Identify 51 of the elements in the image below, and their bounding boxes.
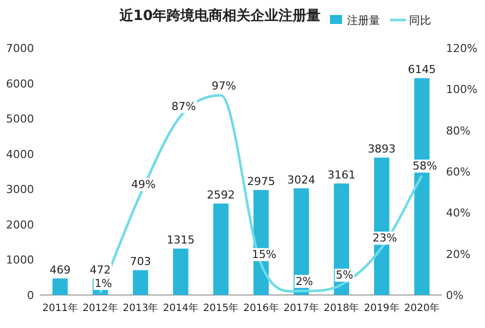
data-label: 5% [336,268,354,282]
bar [173,248,188,295]
x-tick-label: 2016年 [243,302,279,314]
y-tick-label: 1000 [6,254,34,267]
y-tick-label: 6000 [6,77,34,90]
data-label: 58% [412,160,438,173]
data-label: 23% [372,232,397,245]
y-tick-label: 4000 [6,148,34,161]
data-label: 469 [50,263,71,276]
bar [52,278,68,295]
legend-label: 注册量 [347,14,380,27]
y2-tick-label: 60% [446,166,470,178]
x-tick-label: 2020年 [404,302,440,314]
y2-tick-label: 0% [446,289,464,302]
y-tick-label: 0 [27,289,34,302]
x-tick-label: 2019年 [364,302,400,314]
data-label: 3893 [368,142,396,156]
chart-title: 近10年跨境电商相关企业注册量 [118,7,321,24]
data-label: 3024 [287,173,316,186]
x-tick-label: 2012年 [82,302,118,314]
y2-tick-label: 80% [446,124,470,138]
y2-tick-label: 100% [446,83,478,96]
data-label: 1% [94,276,112,290]
bar [132,270,148,295]
legend-label: 同比 [409,14,431,27]
data-label: 2975 [247,175,276,188]
data-label: 97% [212,79,236,92]
y-tick-label: 2000 [6,218,34,232]
data-label: 703 [130,255,151,268]
data-label: 15% [252,248,276,262]
y-tick-label: 3000 [6,183,34,196]
x-tick-label: 2014年 [162,302,198,314]
data-label: 3161 [328,168,356,182]
y-tick-label: 5000 [6,112,34,126]
x-tick-label: 2018年 [324,302,360,314]
x-tick-label: 2015年 [203,302,239,314]
y2-tick-label: 120% [446,42,478,55]
data-label: 1315 [166,234,195,247]
bar [213,204,229,295]
x-tick-label: 2011年 [42,302,78,314]
x-tick-label: 2017年 [284,302,320,314]
data-label: 2592 [206,188,235,202]
y-tick-label: 7000 [6,42,34,55]
y2-tick-label: 40% [446,206,470,220]
data-label: 87% [171,100,196,113]
data-label: 472 [90,263,111,276]
data-label: 2% [296,274,314,288]
data-label: 6145 [408,63,436,76]
y2-tick-label: 20% [446,248,470,261]
x-tick-label: 2013年 [122,302,158,314]
data-label: 49% [131,178,156,192]
